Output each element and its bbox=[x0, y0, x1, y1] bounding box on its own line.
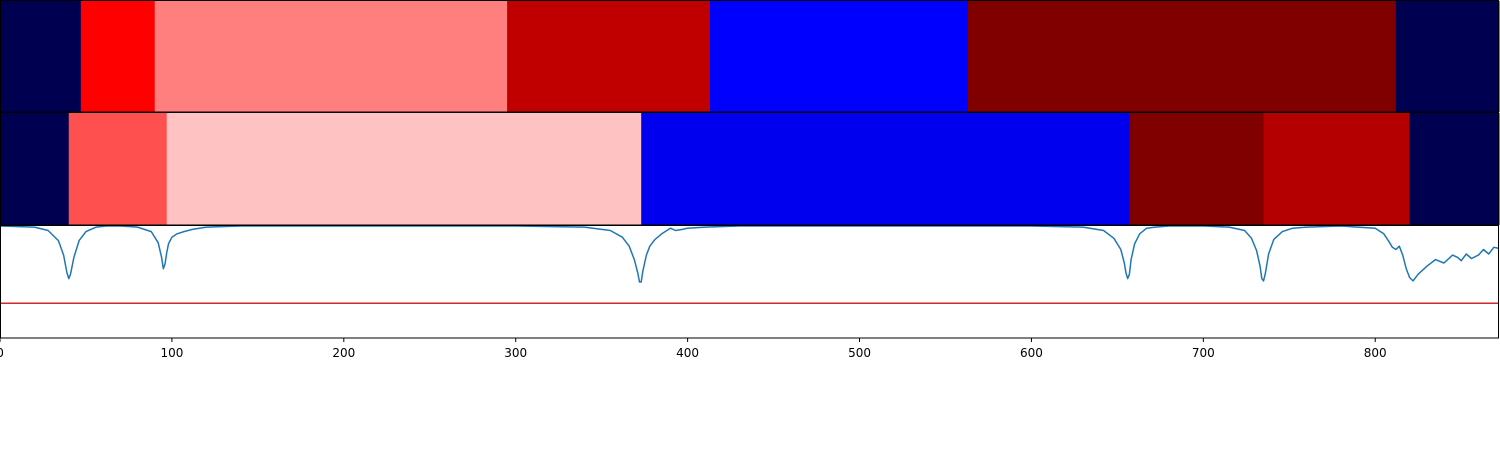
segment-row2-block-6 bbox=[1263, 113, 1411, 225]
segment-row2-block-3 bbox=[166, 113, 642, 225]
line-panel-background bbox=[0, 226, 1499, 338]
x-axis: 0 100 200 300 400 500 600 700 800 bbox=[0, 338, 1387, 360]
x-tick-label-100: 100 bbox=[160, 346, 183, 360]
segment-row2-block-2 bbox=[68, 113, 168, 225]
x-tick-label-800: 800 bbox=[1364, 346, 1387, 360]
segment-row1-block-5 bbox=[709, 1, 969, 112]
segment-row1-block-4 bbox=[507, 1, 711, 112]
segment-row1-block-6 bbox=[967, 1, 1397, 112]
segment-row2-block-5 bbox=[1129, 113, 1264, 225]
segment-row2-block-1 bbox=[0, 113, 70, 225]
axes-frames bbox=[0, 0, 1499, 339]
segment-row1-block-1 bbox=[0, 1, 82, 112]
segment-row1-block-3 bbox=[154, 1, 508, 112]
x-tick-label-300: 300 bbox=[504, 346, 527, 360]
x-tick-label-700: 700 bbox=[1192, 346, 1215, 360]
x-tick-label-500: 500 bbox=[848, 346, 871, 360]
segment-row-top bbox=[0, 1, 1500, 112]
segment-row2-block-4 bbox=[641, 113, 1130, 225]
series-line bbox=[0, 225, 1500, 283]
segment-row1-block-7 bbox=[1395, 1, 1500, 112]
segment-row-bottom bbox=[0, 113, 1500, 225]
line-plot-panel bbox=[0, 225, 1500, 338]
x-tick-label-600: 600 bbox=[1020, 346, 1043, 360]
x-tick-label-0: 0 bbox=[0, 346, 4, 360]
x-tick-label-400: 400 bbox=[676, 346, 699, 360]
axes-frame-3 bbox=[0, 225, 1499, 339]
segment-row2-block-7 bbox=[1409, 113, 1500, 225]
x-tick-label-200: 200 bbox=[332, 346, 355, 360]
segment-row1-block-2 bbox=[80, 1, 156, 112]
